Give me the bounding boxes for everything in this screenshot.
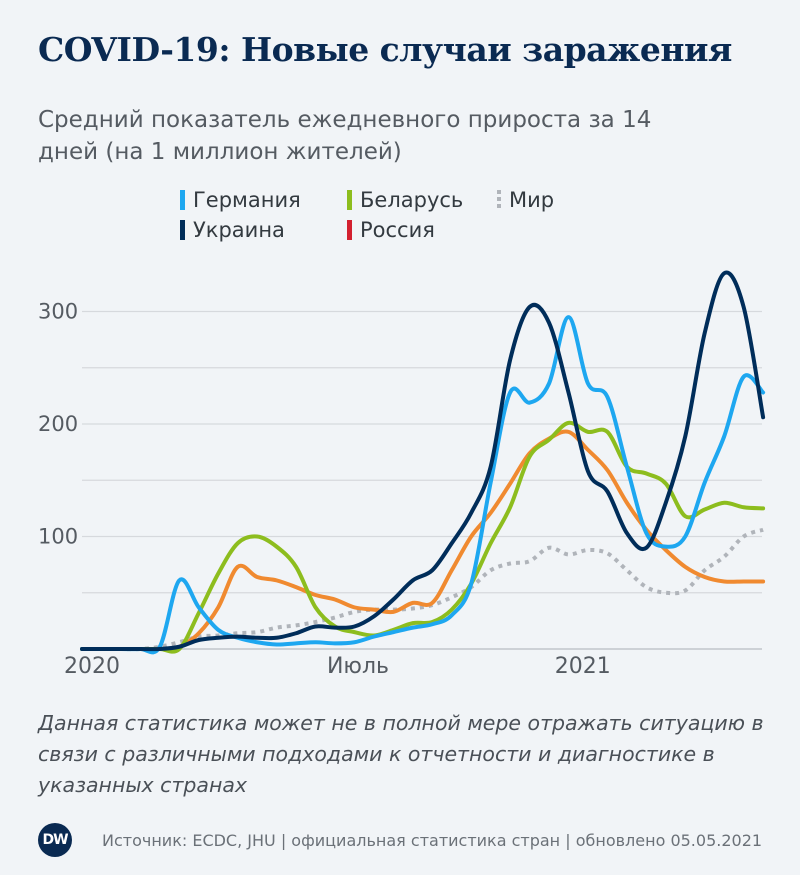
legend-swatch	[180, 190, 185, 210]
legend-label: Германия	[193, 188, 301, 212]
legend-swatch	[180, 220, 185, 240]
series-lines	[80, 270, 766, 655]
x-tick-label: Июль	[327, 654, 389, 679]
legend-swatch	[347, 190, 352, 210]
legend-item-belarus: Беларусь	[347, 188, 463, 212]
series-line-Россия	[80, 429, 766, 652]
disclaimer-note: Данная статистика может не в полной мере…	[38, 711, 764, 797]
y-axis: 100 200 300	[38, 300, 78, 549]
line-chart: 100 200 300 2020 Июль 2021	[38, 270, 766, 679]
chart-title: COVID-19: Новые случаи заражения	[38, 30, 732, 69]
x-tick-label: 2020	[64, 654, 120, 679]
legend-item-ukraine: Украина	[180, 218, 285, 242]
legend-label: Россия	[360, 218, 435, 242]
dw-logo: DW	[38, 823, 72, 857]
legend-swatch	[497, 190, 501, 210]
series-line-Беларусь	[80, 420, 766, 654]
legend-item-russia: Россия	[347, 218, 435, 242]
gridlines	[82, 310, 762, 650]
x-tick-label: 2021	[555, 654, 611, 679]
legend-item-germany: Германия	[180, 188, 301, 212]
x-axis: 2020 Июль 2021	[64, 654, 611, 679]
chart-subtitle: Средний показатель ежедневного прироста …	[38, 107, 652, 165]
y-tick-label: 300	[38, 300, 78, 324]
y-tick-label: 200	[38, 412, 78, 436]
y-tick-label: 100	[38, 525, 78, 549]
legend-label: Мир	[509, 188, 555, 212]
legend-label: Украина	[193, 218, 285, 242]
series-line-Германия	[80, 315, 766, 655]
source-text: Источник: ECDC, JHU | официальная статис…	[102, 830, 763, 850]
legend-label: Беларусь	[360, 188, 464, 212]
series-line-Мир	[82, 527, 764, 652]
legend-item-world: Мир	[497, 188, 554, 212]
legend-swatch	[347, 220, 352, 240]
series-line-Украина	[80, 270, 766, 652]
footer: DW Источник: ECDC, JHU | официальная ста…	[38, 823, 762, 857]
